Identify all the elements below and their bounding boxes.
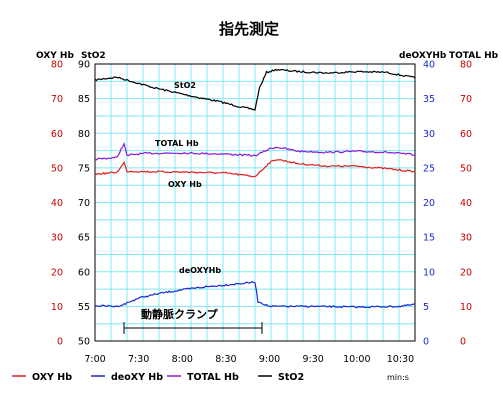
legend-label: OXY Hb xyxy=(32,372,72,383)
left-tick-oxy: 70 xyxy=(51,94,63,105)
right-tick-deoxy: 30 xyxy=(423,129,435,140)
left-tick-sto2: 85 xyxy=(78,94,90,105)
series-line-sto2 xyxy=(94,68,416,111)
right-tick-deoxy: 15 xyxy=(423,233,435,244)
left-tick-oxy: 10 xyxy=(51,302,63,313)
left-tick-oxy: 60 xyxy=(51,129,63,140)
x-tick-label: 8:30 xyxy=(215,354,236,365)
right-tick-deoxy: 0 xyxy=(423,337,429,348)
series-line-total-hb xyxy=(94,141,416,161)
legend: OXY Hb deoXY Hb TOTAL Hb StO2 xyxy=(12,372,304,383)
x-tick-label: 9:00 xyxy=(259,354,280,365)
right-tick-deoxy: 40 xyxy=(423,60,435,71)
left-tick-sto2: 55 xyxy=(78,302,90,313)
left-axis-header-oxy: OXY Hb xyxy=(36,51,74,61)
series-line-oxy-hb xyxy=(94,159,416,178)
left-tick-oxy: 50 xyxy=(51,163,63,174)
x-tick-label: 10:00 xyxy=(343,354,370,365)
right-tick-deoxy: 20 xyxy=(423,198,435,209)
left-tick-oxy: 40 xyxy=(51,198,63,209)
plot-frame xyxy=(94,63,416,342)
x-tick-label: 10:30 xyxy=(387,354,414,365)
left-tick-sto2: 50 xyxy=(78,337,90,348)
left-tick-sto2: 90 xyxy=(78,60,90,71)
series-labels: StO2 TOTAL Hb OXY Hb deOXYHb xyxy=(155,81,221,275)
chart-series xyxy=(94,68,416,309)
right-tick-deoxy: 35 xyxy=(423,94,435,105)
left-tick-sto2: 65 xyxy=(78,233,90,244)
left-tick-oxy: 20 xyxy=(51,267,63,278)
series-label-deoxy: deOXYHb xyxy=(179,266,221,275)
clamp-label: 動静脈クランプ xyxy=(141,307,219,321)
left-tick-sto2: 75 xyxy=(78,163,90,174)
clamp-interval: 動静脈クランプ xyxy=(123,307,263,334)
legend-label: StO2 xyxy=(278,372,304,383)
left-tick-sto2: 80 xyxy=(78,129,90,140)
right-tick-total: 40 xyxy=(460,198,472,209)
right-tick-total: 10 xyxy=(460,302,472,313)
right-axis-header-total: TOTAL Hb xyxy=(449,51,499,61)
legend-label: deoXY Hb xyxy=(111,372,163,383)
x-tick-label: 8:00 xyxy=(172,354,193,365)
left-tick-oxy: 80 xyxy=(51,60,63,71)
time-unit-label: min:s xyxy=(387,373,409,382)
left-tick-sto2: 60 xyxy=(78,267,90,278)
chart-title: 指先測定 xyxy=(219,20,279,38)
series-line-deoxyhb xyxy=(94,281,416,309)
chart-grid xyxy=(95,64,415,341)
legend-label: TOTAL Hb xyxy=(187,372,239,383)
x-tick-label: 7:30 xyxy=(128,354,149,365)
series-label-total: TOTAL Hb xyxy=(155,139,199,148)
right-tick-total: 50 xyxy=(460,163,472,174)
right-tick-total: 60 xyxy=(460,129,472,140)
right-tick-total: 0 xyxy=(460,337,466,348)
x-tick-label: 7:00 xyxy=(84,354,105,365)
right-tick-total: 70 xyxy=(460,94,472,105)
right-tick-deoxy: 25 xyxy=(423,163,435,174)
series-label-oxy: OXY Hb xyxy=(168,180,202,189)
left-tick-oxy: 30 xyxy=(51,233,63,244)
x-tick-label: 9:30 xyxy=(303,354,324,365)
left-tick-oxy: 0 xyxy=(57,337,63,348)
chart-axes: 0 10 20 30 40 50 60 70 80 50 55 60 65 70 75 80 85 90 0 5 10 1… xyxy=(51,60,472,366)
left-tick-sto2: 70 xyxy=(78,198,90,209)
left-axis-header-sto2: StO2 xyxy=(81,51,106,61)
series-label-sto2: StO2 xyxy=(174,81,196,90)
right-tick-total: 80 xyxy=(460,60,472,71)
right-tick-deoxy: 10 xyxy=(423,267,435,278)
right-tick-total: 30 xyxy=(460,233,472,244)
right-axis-header-deoxy: deOXYHb xyxy=(399,51,447,61)
right-tick-deoxy: 5 xyxy=(423,302,429,313)
right-tick-total: 20 xyxy=(460,267,472,278)
